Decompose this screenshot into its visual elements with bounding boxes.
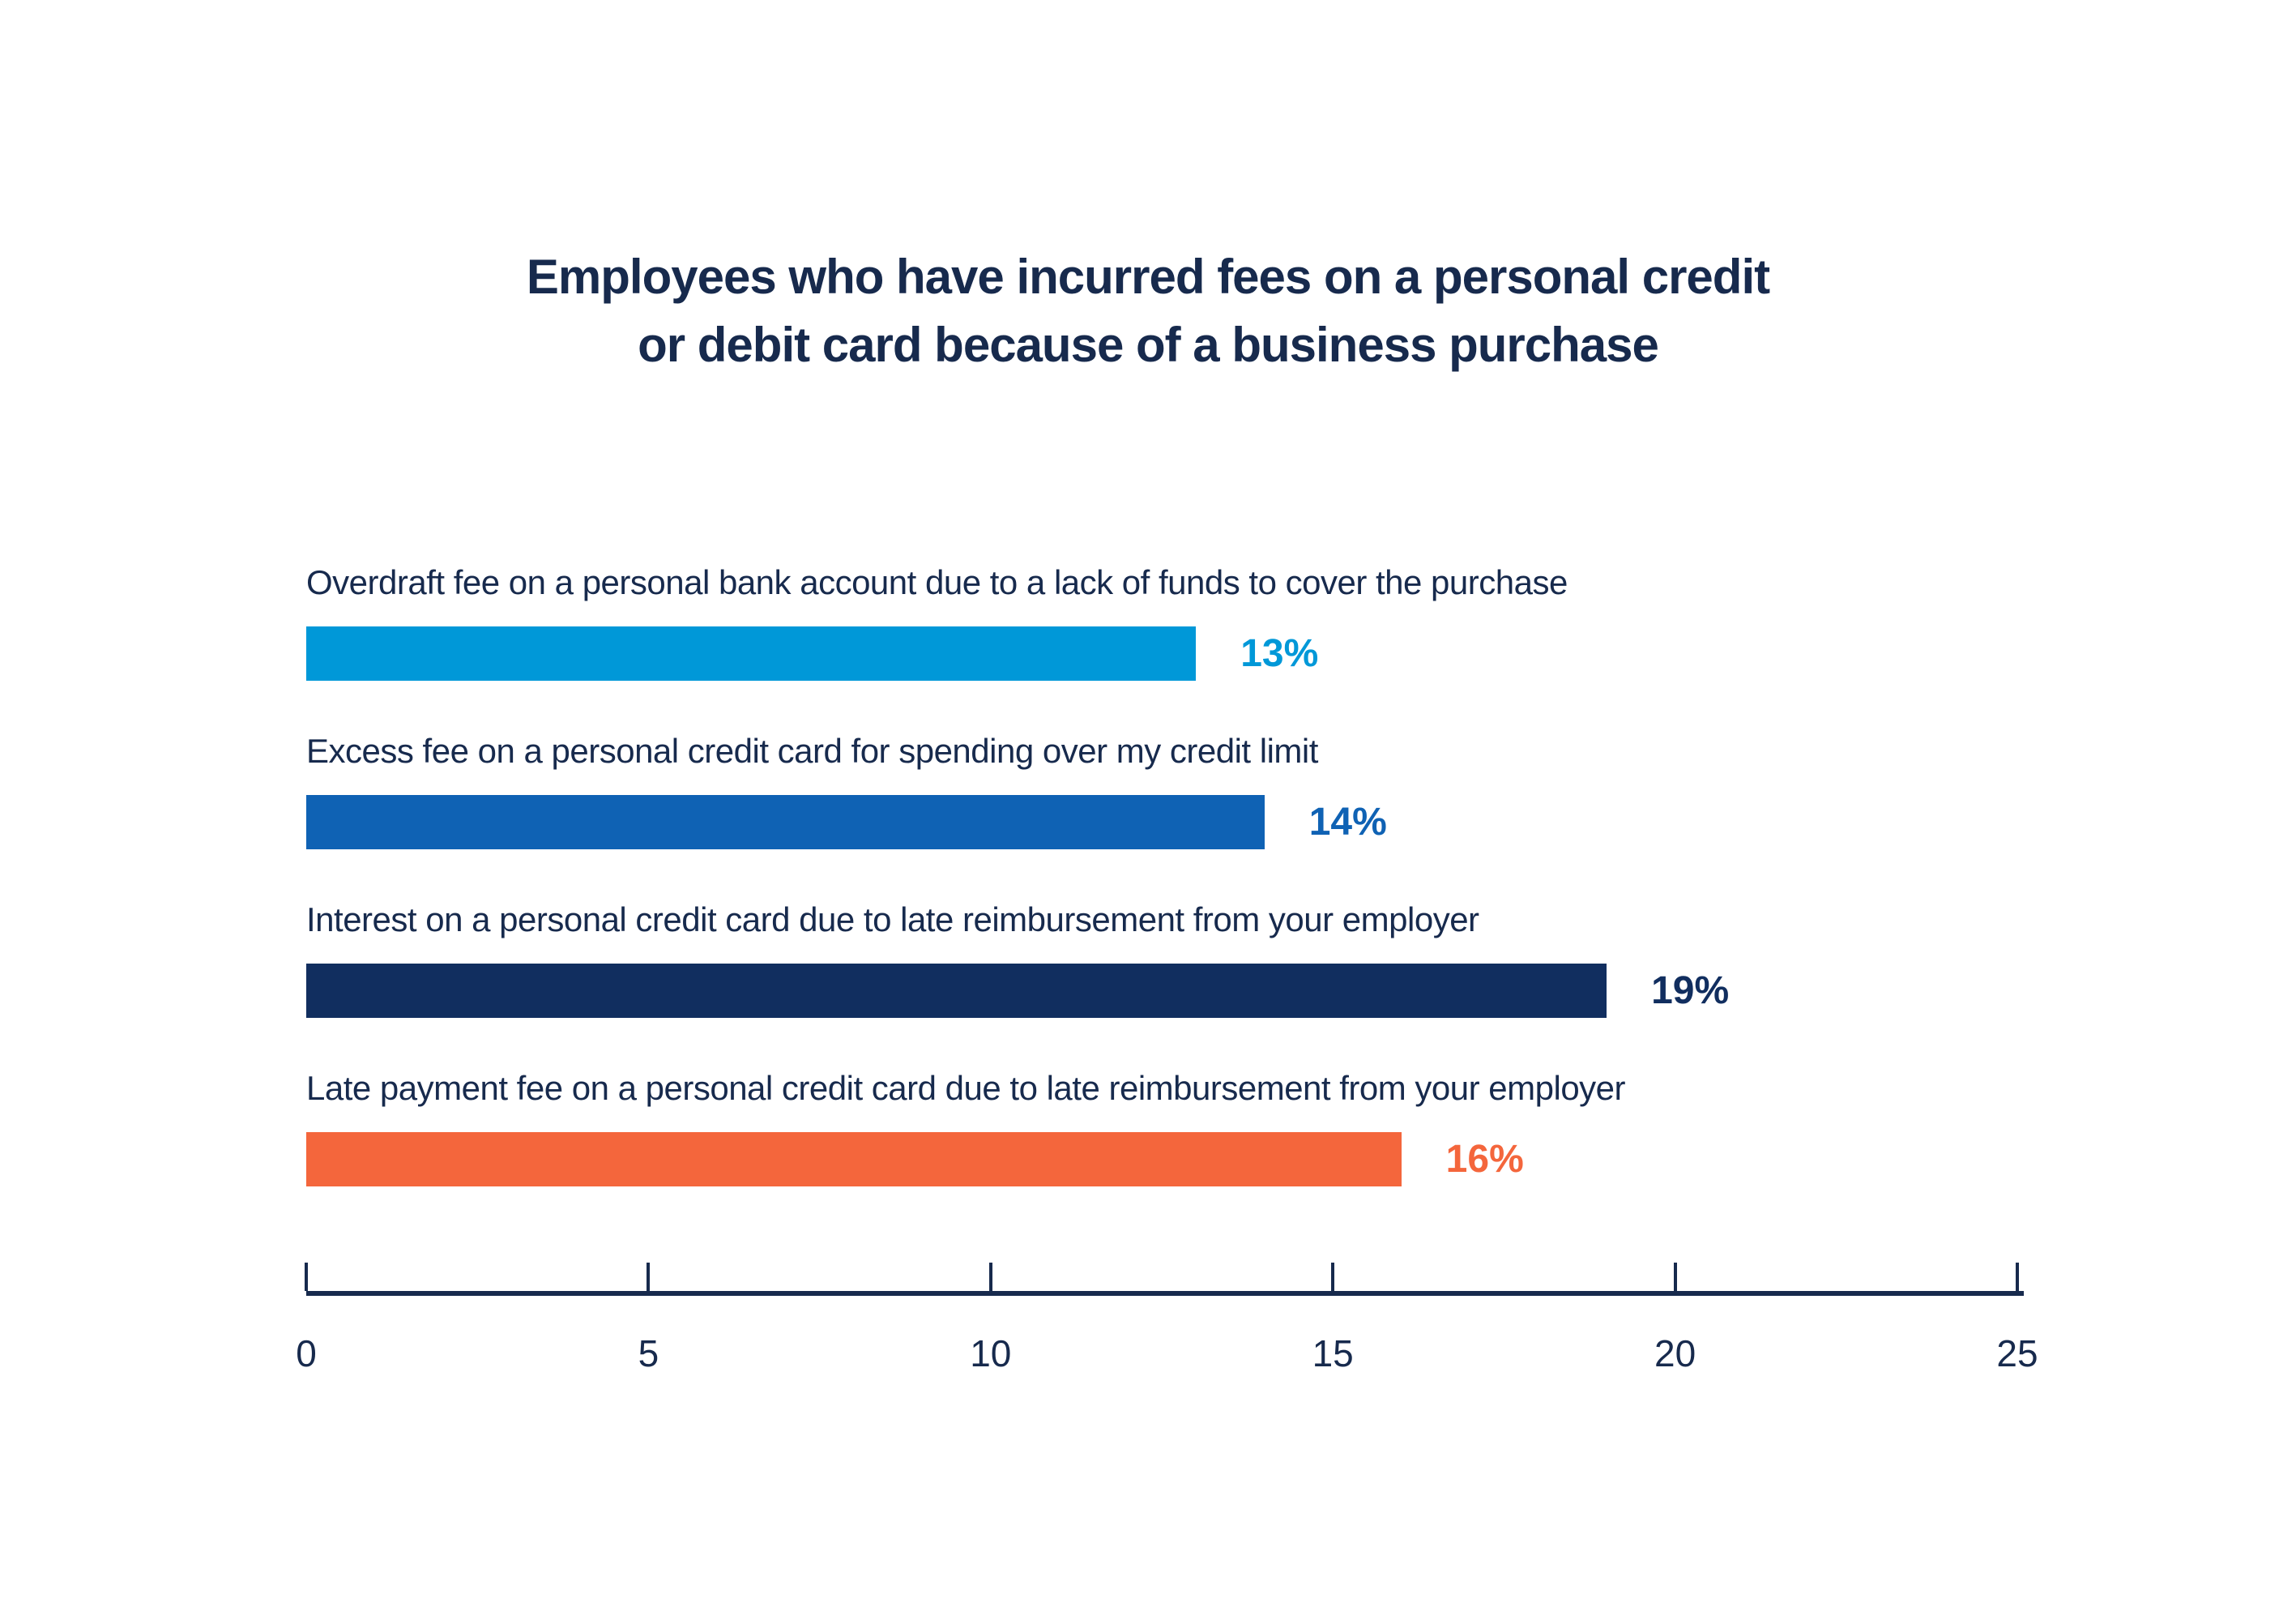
bar-track: 14% bbox=[306, 795, 2017, 849]
x-axis-tick-label: 10 bbox=[970, 1332, 1012, 1374]
bar-track: 16% bbox=[306, 1132, 2017, 1186]
bar-category-label: Overdraft fee on a personal bank account… bbox=[306, 563, 1568, 601]
x-axis-tick bbox=[988, 1263, 992, 1291]
bar-overdraft-fee bbox=[306, 626, 1197, 681]
bar-track: 19% bbox=[306, 964, 2017, 1018]
bar-category-label: Late payment fee on a personal credit ca… bbox=[306, 1069, 1626, 1107]
x-axis-tick-label: 15 bbox=[1312, 1332, 1354, 1374]
bar-category-label: Interest on a personal credit card due t… bbox=[306, 900, 1479, 938]
bar-interest bbox=[306, 964, 1607, 1018]
x-axis-tick bbox=[1331, 1263, 1335, 1291]
x-axis-tick bbox=[2016, 1263, 2019, 1291]
x-axis-tick-label: 20 bbox=[1654, 1332, 1696, 1374]
bar-row: Excess fee on a personal credit card for… bbox=[306, 731, 2017, 849]
x-axis-tick bbox=[647, 1263, 651, 1291]
bar-track: 13% bbox=[306, 626, 2017, 681]
bar-value-label: 13% bbox=[1240, 632, 1319, 675]
chart-title-line2: or debit card because of a business purc… bbox=[638, 318, 1659, 372]
bar-category-label: Excess fee on a personal credit card for… bbox=[306, 732, 1318, 770]
x-axis-tick-label: 0 bbox=[296, 1332, 317, 1374]
bar-excess-fee bbox=[306, 795, 1265, 849]
bar-row: Interest on a personal credit card due t… bbox=[306, 900, 2017, 1018]
x-axis-tick bbox=[1673, 1263, 1677, 1291]
bar-row: Late payment fee on a personal credit ca… bbox=[306, 1068, 2017, 1186]
chart-title-line1: Employees who have incurred fees on a pe… bbox=[526, 250, 1770, 304]
bar-late-payment-fee bbox=[306, 1132, 1402, 1186]
x-axis-tick-label: 5 bbox=[638, 1332, 659, 1374]
bar-value-label: 16% bbox=[1445, 1138, 1524, 1181]
x-axis-tick-label: 25 bbox=[1996, 1332, 2038, 1374]
bar-row: Overdraft fee on a personal bank account… bbox=[306, 562, 2017, 681]
x-axis-tick bbox=[305, 1263, 308, 1291]
bar-value-label: 19% bbox=[1651, 969, 1730, 1012]
bar-value-label: 14% bbox=[1308, 801, 1387, 844]
chart-title: Employees who have incurred fees on a pe… bbox=[0, 243, 2296, 379]
bar-rows: Overdraft fee on a personal bank account… bbox=[306, 562, 2017, 1237]
x-axis: 0 5 10 15 20 25 bbox=[296, 1263, 2038, 1392]
x-axis-line bbox=[306, 1291, 2024, 1296]
